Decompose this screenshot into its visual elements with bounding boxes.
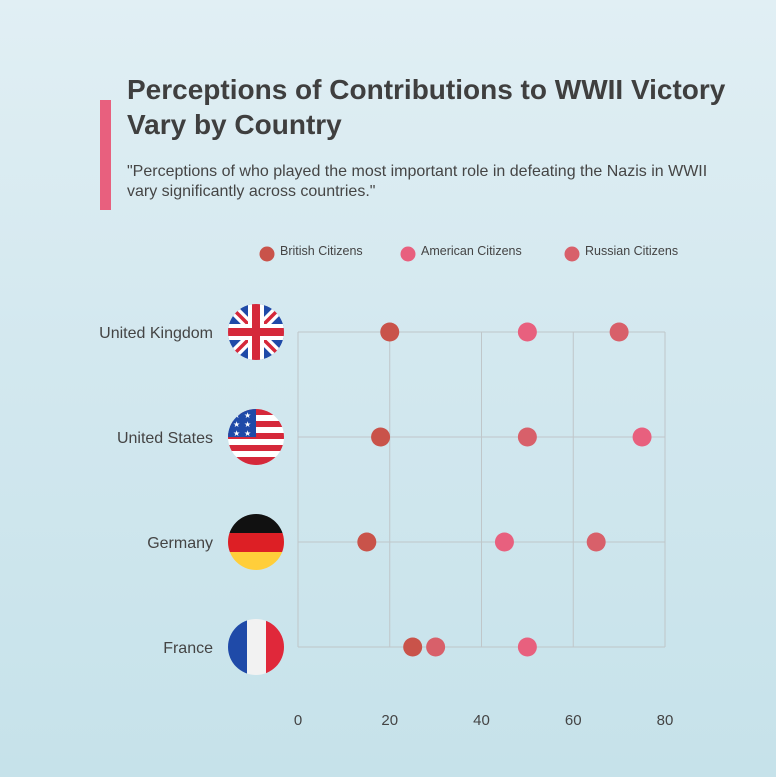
data-points [357,322,652,657]
x-tick-label: 80 [657,712,674,729]
data-point [586,532,606,552]
category-label: Germany [147,535,213,552]
data-point [357,532,377,552]
chart-title: Perceptions of Contributions to WWII Vic… [127,74,726,140]
data-point [426,637,446,657]
france-flag-icon [228,619,284,675]
uk-flag-icon [228,304,284,360]
data-point [517,322,537,342]
x-tick-label: 60 [565,712,582,729]
x-tick-label: 20 [381,712,398,729]
svg-text:★: ★ [244,429,251,438]
legend-label: American Citizens [421,244,522,258]
grid-lines [297,331,666,648]
x-axis-ticks: 0 20 40 60 80 [294,712,674,729]
us-flag-icon: ★ ★ ★ ★ ★ ★ [228,409,284,465]
category-label: United States [117,430,213,447]
svg-text:★: ★ [244,420,251,429]
data-point [371,427,391,447]
data-point [380,322,400,342]
x-tick-label: 0 [294,712,302,729]
data-point [632,427,652,447]
svg-text:★: ★ [233,429,240,438]
svg-text:★: ★ [233,420,240,429]
data-point [609,322,629,342]
category-label: France [163,640,213,657]
germany-flag-icon [228,514,284,570]
data-point [403,637,423,657]
legend: British Citizens American Citizens Russian… [259,244,678,262]
category-label: United Kingdom [99,325,213,342]
legend-marker [564,246,580,262]
accent-bar [100,100,111,210]
data-point [517,427,537,447]
legend-label: Russian Citizens [585,244,678,258]
svg-text:★: ★ [233,411,240,420]
legend-label: British Citizens [280,244,363,258]
legend-marker [259,246,275,262]
category-labels: United Kingdom United States Germany France [99,325,213,657]
data-point [517,637,537,657]
legend-marker [400,246,416,262]
x-tick-label: 40 [473,712,490,729]
chart-subtitle: "Perceptions of who played the most impo… [127,163,708,200]
data-point [494,532,514,552]
svg-text:★: ★ [244,411,251,420]
